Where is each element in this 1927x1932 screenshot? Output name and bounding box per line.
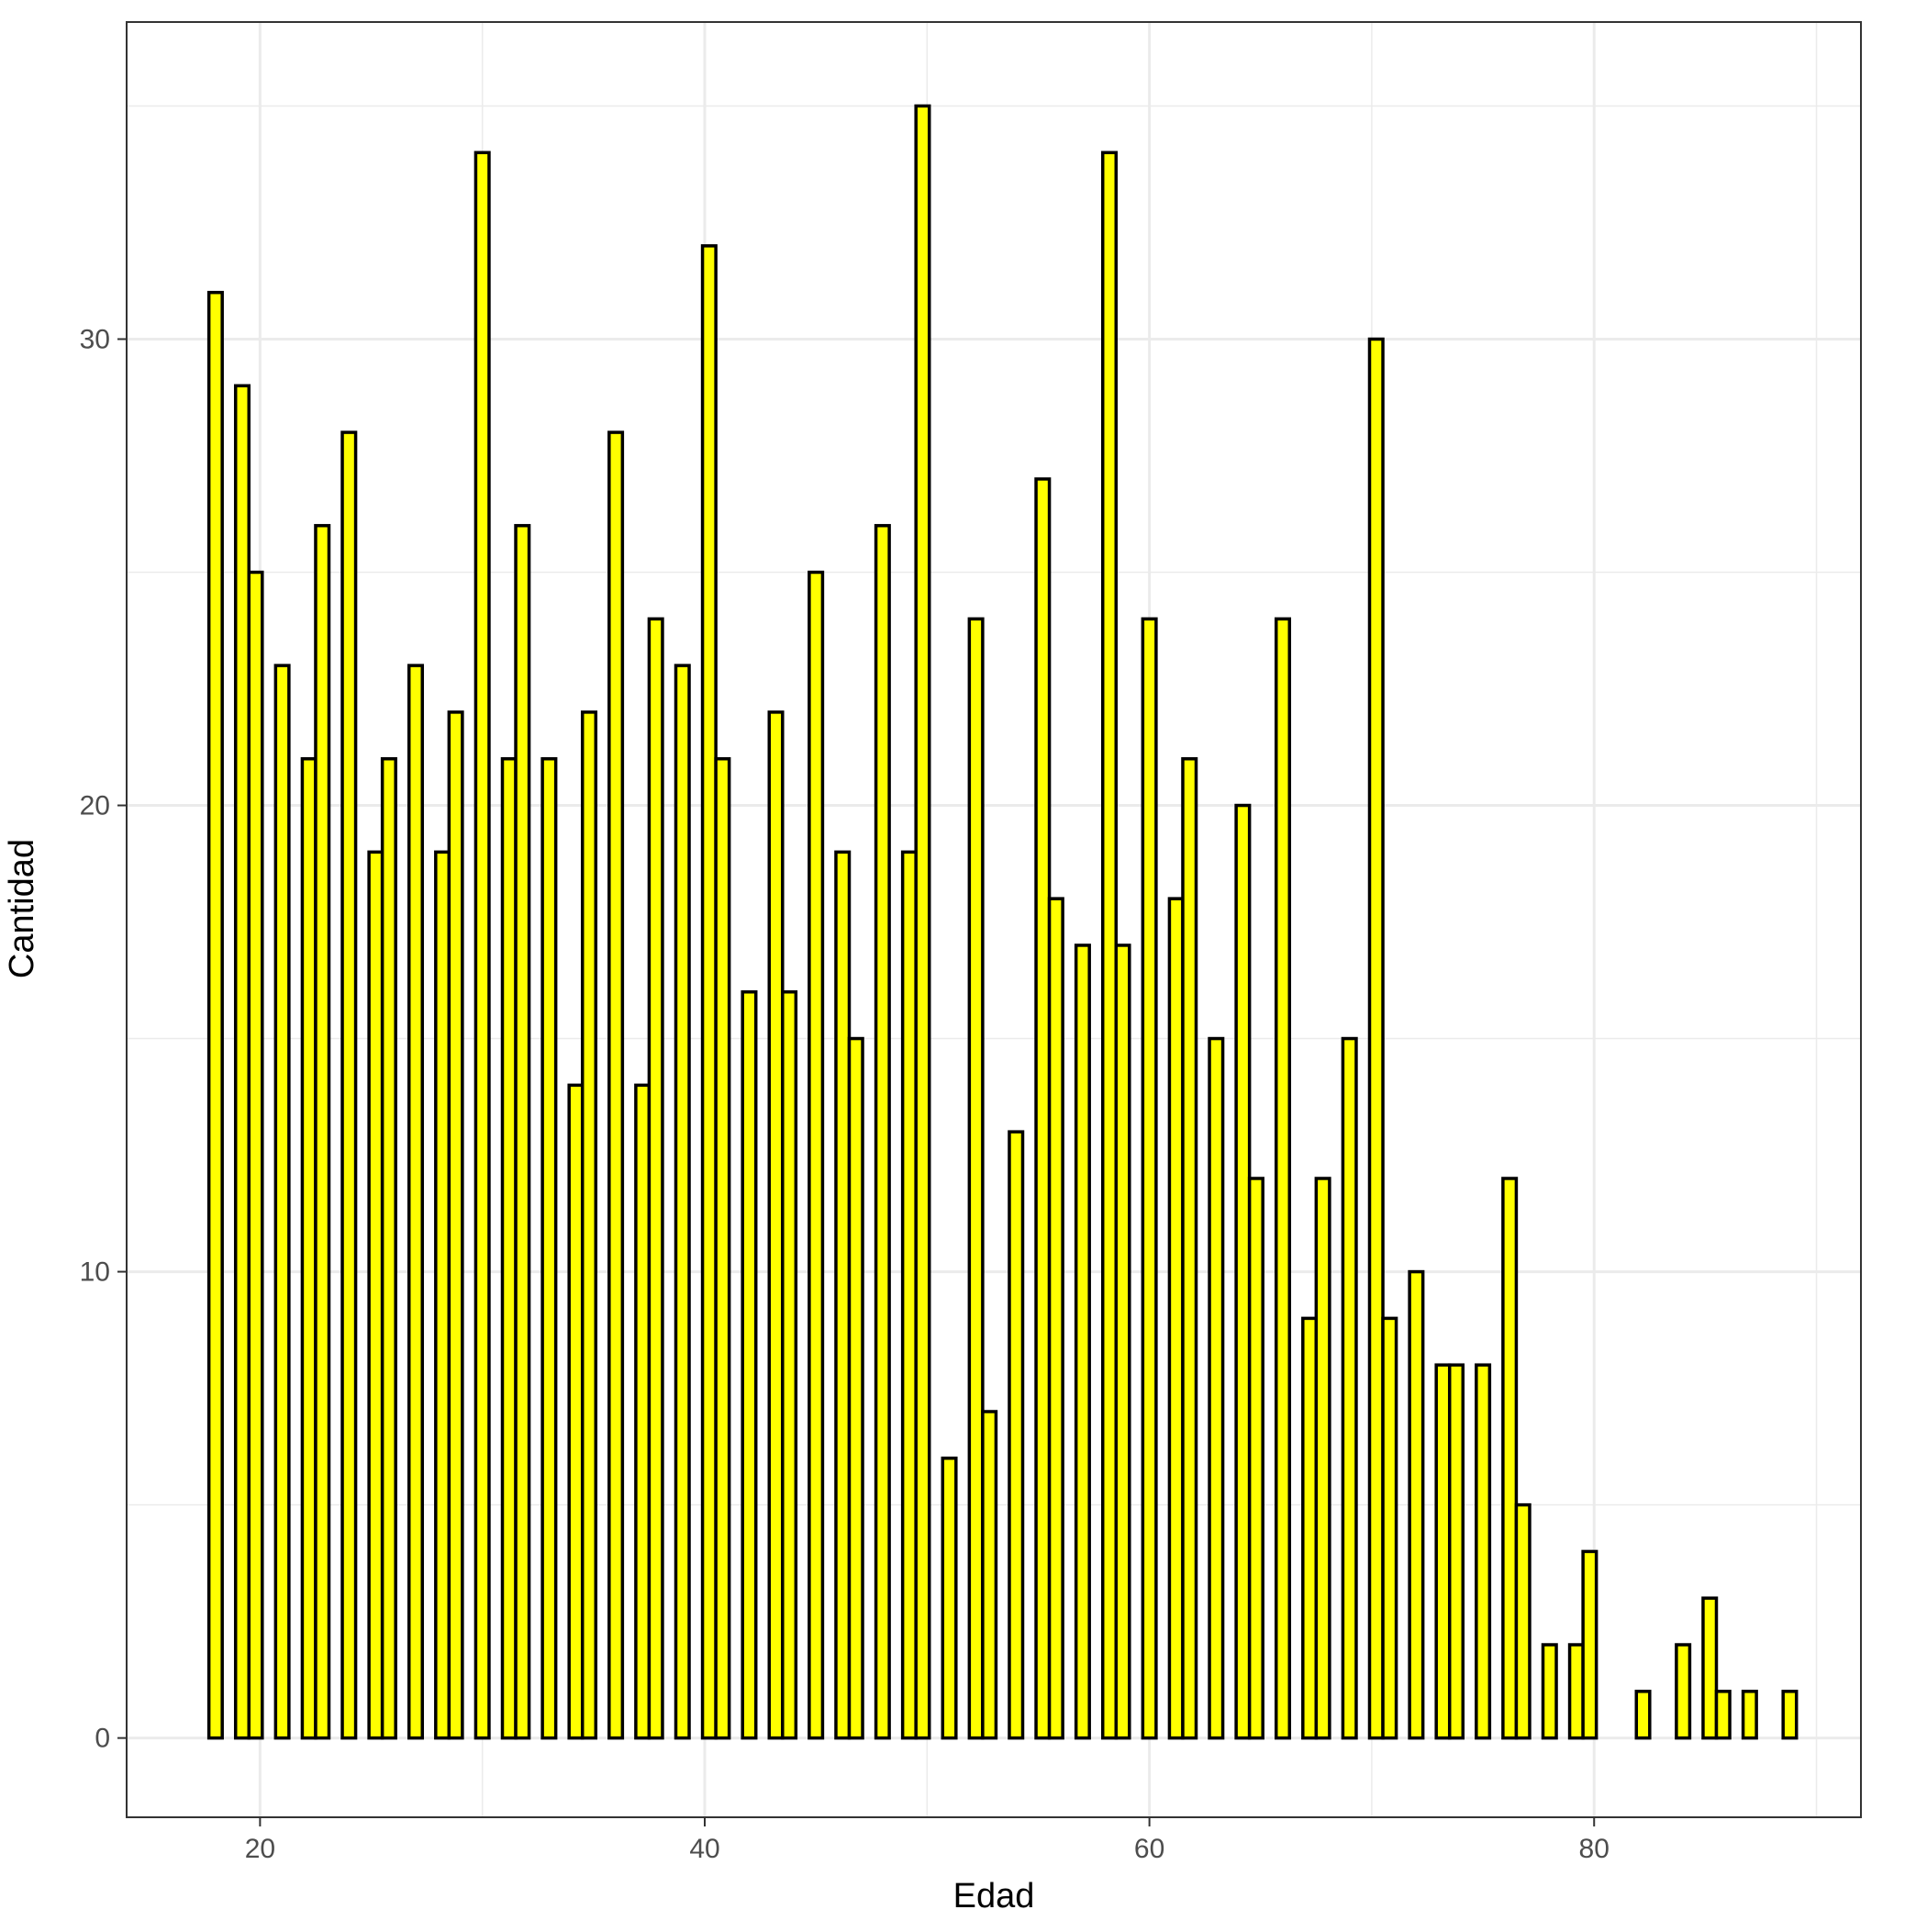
bar-age-34.2 (567, 1083, 585, 1740)
bar-age-61.8 (1181, 756, 1198, 1740)
bar-age-61.2 (1167, 897, 1185, 1740)
y-tick-label: 30 (80, 324, 110, 354)
bar-age-66 (1274, 617, 1292, 1740)
axis-ticks: 20 40 60 80 0 10 20 30 (80, 324, 1610, 1864)
bar-age-28.2 (434, 850, 451, 1740)
bar-age-19.8 (247, 570, 264, 1740)
bar-age-54 (1008, 1130, 1025, 1740)
y-axis-title: Cantidad (3, 839, 41, 978)
y-tick-label: 20 (80, 791, 110, 821)
bar-age-58.2 (1100, 151, 1119, 1740)
bar-age-19.2 (233, 384, 251, 1740)
panel-border (126, 21, 1862, 1818)
bar-age-21 (273, 664, 291, 1740)
x-tick-label: 60 (1134, 1834, 1164, 1864)
bar-age-73.8 (1447, 1363, 1465, 1740)
y-tick-label: 10 (80, 1257, 110, 1288)
bar-age-72 (1408, 1269, 1425, 1740)
bar-age-30 (473, 151, 491, 1740)
bar-age-18 (206, 290, 224, 1740)
bar-age-42 (741, 989, 758, 1740)
x-axis-title: Edad (953, 1877, 1035, 1915)
bar-age-58.8 (1114, 944, 1131, 1740)
bar-age-45 (808, 570, 825, 1740)
bar-age-85.8 (1714, 1690, 1732, 1740)
bar-age-76.2 (1501, 1177, 1519, 1740)
bar-age-46.8 (847, 1036, 864, 1740)
bar-age-69 (1341, 1036, 1358, 1740)
bar-age-37.8 (647, 617, 664, 1740)
bar-age-27 (407, 664, 425, 1740)
bar-age-82.2 (1634, 1690, 1652, 1740)
x-tick-label: 80 (1579, 1834, 1610, 1864)
bar-age-46.2 (834, 850, 852, 1740)
bar-age-73.2 (1434, 1363, 1452, 1740)
bar-age-78 (1541, 1643, 1558, 1740)
bar-age-64.2 (1234, 803, 1252, 1740)
bar-age-84 (1675, 1643, 1692, 1740)
bar-age-37.2 (634, 1083, 652, 1740)
bar-age-49.2 (900, 850, 918, 1740)
bar-age-67.2 (1301, 1316, 1319, 1740)
bar-age-43.8 (781, 989, 798, 1740)
bar-age-22.8 (314, 523, 331, 1740)
bar-age-88.8 (1781, 1690, 1799, 1740)
bar-age-64.8 (1247, 1177, 1264, 1740)
bar-age-70.2 (1367, 337, 1385, 1740)
bar-age-63 (1208, 1036, 1225, 1740)
bar-age-70.8 (1381, 1316, 1398, 1740)
bars (206, 104, 1799, 1740)
bar-age-85.2 (1701, 1596, 1719, 1740)
bar-age-40.2 (700, 244, 718, 1740)
bar-age-60 (1141, 617, 1158, 1740)
bar-age-52.8 (981, 1410, 998, 1740)
bar-age-34.8 (580, 710, 598, 1740)
bar-age-43.2 (767, 710, 785, 1740)
bar-age-24 (340, 430, 358, 1740)
bar-age-51 (941, 1457, 958, 1740)
bar-age-52.2 (967, 617, 985, 1740)
bar-age-87 (1741, 1690, 1758, 1740)
bar-age-79.2 (1567, 1643, 1585, 1740)
x-tick-label: 20 (245, 1834, 275, 1864)
bar-age-33 (540, 756, 558, 1740)
bar-age-40.8 (714, 756, 731, 1740)
bar-age-76.8 (1514, 1502, 1532, 1740)
bar-age-25.8 (380, 756, 397, 1740)
bar-age-25.2 (367, 850, 384, 1740)
bar-age-31.8 (514, 523, 531, 1740)
y-tick-label: 0 (95, 1724, 110, 1754)
bar-age-39 (674, 664, 691, 1740)
x-tick-label: 40 (689, 1834, 719, 1864)
bar-age-67.8 (1314, 1177, 1331, 1740)
bar-age-31.2 (500, 756, 518, 1740)
bar-age-22.2 (300, 756, 317, 1740)
bar-age-28.8 (447, 710, 464, 1740)
bar-age-75 (1475, 1363, 1492, 1740)
bar-age-57 (1074, 944, 1091, 1740)
bar-age-49.8 (914, 104, 931, 1740)
bar-age-48 (874, 523, 891, 1740)
bar-age-55.8 (1047, 897, 1064, 1740)
bar-age-36 (607, 430, 625, 1740)
bar-age-55.2 (1034, 477, 1052, 1740)
bar-age-79.8 (1581, 1549, 1598, 1740)
